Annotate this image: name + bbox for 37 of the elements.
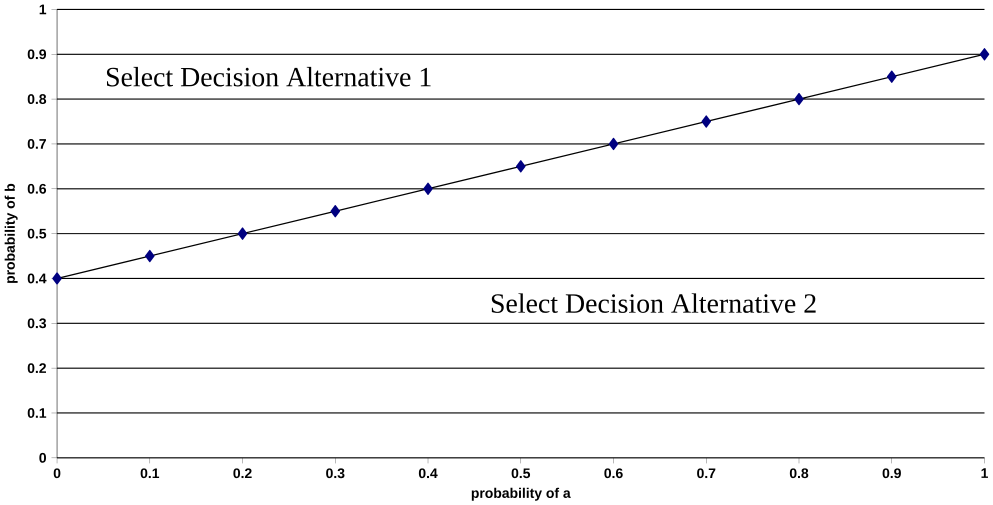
y-tick-label: 0.7: [28, 138, 46, 149]
point: [886, 70, 897, 83]
point: [980, 48, 990, 60]
point: [330, 204, 340, 218]
y-tick-label: 1: [40, 4, 46, 14]
x-axis-title: probability of a: [472, 488, 571, 501]
x-tick-label: 0.9: [882, 468, 901, 478]
y-tick-label: 0.3: [28, 318, 46, 328]
y-axis-title: probability of b: [4, 184, 18, 283]
point: [794, 92, 804, 106]
y-tick-label: 0.1: [28, 408, 46, 418]
point: [516, 160, 526, 172]
y-tick-label: 0.8: [28, 94, 46, 104]
y-tick-label: 0.5: [28, 228, 46, 238]
point: [608, 138, 618, 150]
x-tick-label: 0.3: [326, 468, 344, 478]
x-tick-label: 0.6: [604, 468, 623, 478]
y-tick-label: 0.2: [28, 363, 46, 373]
annotation: Select Decision Alternative 2: [492, 293, 816, 313]
point: [701, 115, 712, 128]
y-tick-label: 0: [39, 452, 46, 463]
point: [238, 227, 248, 240]
x-tick-label: 0.2: [233, 468, 252, 478]
x-tick-label: 0: [54, 468, 60, 478]
x-tick-label: 1: [981, 468, 988, 478]
x-tick-label: 0.5: [512, 468, 530, 478]
point: [423, 182, 433, 195]
x-tick-label: 0.7: [697, 468, 716, 478]
x-tick-label: 0.4: [418, 468, 438, 478]
y-tick-label: 0.4: [28, 273, 46, 284]
point: [52, 272, 62, 284]
x-tick-label: 0.1: [140, 468, 160, 478]
y-tick-label: 0.9: [28, 49, 46, 59]
x-tick-label: 0.8: [790, 468, 808, 478]
point: [144, 250, 155, 262]
annotation: Select Decision Alternative 1: [106, 66, 431, 86]
y-tick-label: 0.6: [28, 184, 46, 194]
